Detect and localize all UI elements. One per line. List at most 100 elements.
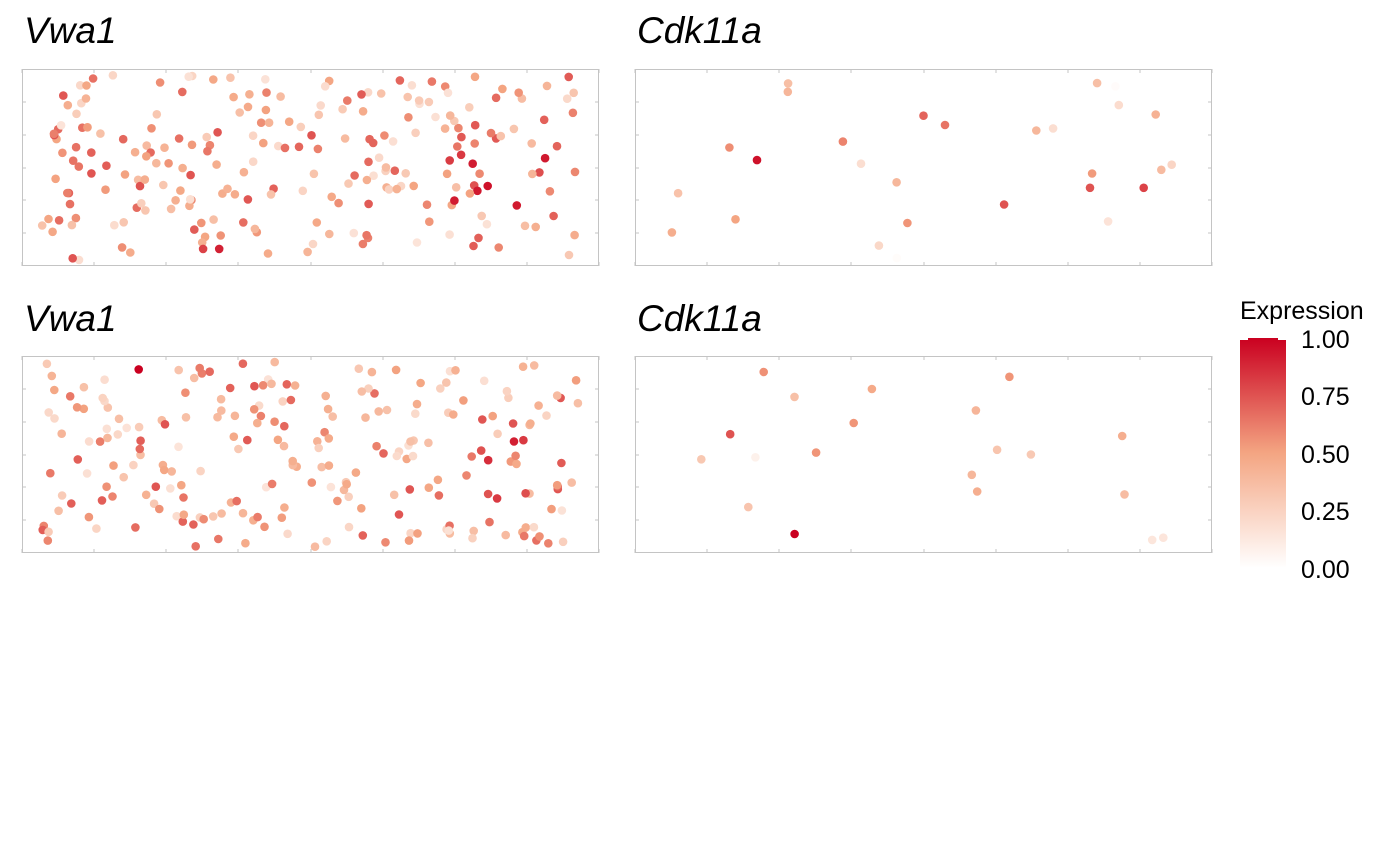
expression-point: [425, 217, 434, 226]
expression-point: [547, 504, 556, 514]
expression-point: [838, 137, 848, 146]
expression-point: [470, 72, 480, 82]
expression-point: [82, 469, 92, 478]
expression-point: [351, 468, 361, 477]
expression-point: [403, 92, 413, 102]
legend-label-5: 0.00: [1301, 556, 1350, 584]
expression-point: [120, 170, 130, 179]
expression-point: [103, 433, 112, 443]
expression-point: [442, 169, 452, 179]
expression-point: [940, 120, 950, 130]
expression-point: [972, 487, 982, 496]
expression-point: [178, 163, 187, 173]
expression-point: [84, 512, 94, 522]
expression-point: [135, 181, 145, 191]
expression-point: [783, 79, 793, 88]
expression-point: [267, 379, 276, 389]
expression-point: [569, 88, 578, 98]
expression-point: [477, 211, 487, 221]
legend-label-3: 0.50: [1301, 441, 1350, 469]
expression-point: [122, 423, 131, 433]
expression-point: [303, 247, 312, 257]
expression-point: [456, 150, 466, 160]
spatial-plot-vwa1-bottom: [21, 356, 600, 553]
expression-point: [203, 146, 212, 156]
expression-point: [118, 134, 128, 144]
expression-point: [44, 408, 53, 417]
expression-point: [119, 218, 128, 227]
expression-point: [725, 143, 734, 152]
expression-point: [214, 534, 223, 544]
expression-point: [140, 175, 150, 184]
expression-point: [102, 424, 112, 434]
legend-colorbar: [1240, 338, 1286, 568]
expression-point: [310, 542, 320, 551]
expression-point: [248, 157, 258, 166]
expression-point: [520, 221, 530, 231]
expression-point: [135, 444, 145, 454]
expression-point: [496, 131, 506, 141]
expression-point: [245, 90, 254, 99]
expression-point: [274, 141, 283, 151]
expression-point: [250, 381, 259, 391]
expression-point: [67, 499, 76, 508]
expression-point: [412, 399, 422, 409]
expression-point: [1026, 450, 1036, 459]
expression-point: [731, 215, 740, 224]
expression-point: [290, 381, 300, 390]
expression-point: [229, 92, 238, 102]
expression-point: [442, 378, 451, 387]
expression-point: [119, 472, 128, 482]
expression-point: [971, 406, 981, 415]
expression-point: [422, 200, 432, 209]
expression-point: [266, 190, 276, 199]
expression-point: [1151, 110, 1160, 119]
expression-point: [82, 81, 91, 90]
expression-point: [1120, 490, 1129, 499]
expression-point: [325, 229, 334, 239]
panel-title-1: Vwa1: [24, 10, 117, 51]
expression-point: [1005, 372, 1014, 382]
expression-point: [71, 142, 81, 152]
expression-point: [248, 131, 258, 140]
expression-point: [571, 376, 581, 385]
expression-point: [424, 97, 434, 107]
expression-point: [212, 160, 221, 169]
expression-point: [414, 96, 424, 105]
expression-point: [388, 137, 398, 146]
expression-point: [343, 96, 352, 105]
expression-point: [1085, 183, 1095, 193]
expression-point: [44, 214, 53, 224]
expression-point: [57, 491, 67, 500]
expression-point: [903, 218, 912, 228]
expression-point: [483, 455, 493, 465]
expression-point: [79, 404, 89, 414]
expression-point: [453, 142, 462, 151]
expression-point: [342, 479, 352, 489]
expression-point: [465, 189, 475, 198]
expression-point: [470, 120, 480, 130]
expression-point: [223, 184, 232, 194]
expression-point: [333, 496, 342, 506]
expression-point: [142, 141, 151, 150]
expression-point: [534, 401, 543, 410]
expression-point: [370, 389, 379, 398]
expression-point: [58, 148, 67, 158]
expression-point: [384, 185, 394, 194]
expression-point: [260, 522, 269, 532]
expression-point: [372, 441, 381, 451]
expression-point: [102, 161, 111, 170]
expression-point: [424, 438, 433, 448]
expression-point: [445, 156, 455, 165]
expression-point: [508, 419, 518, 428]
expression-point: [54, 216, 64, 225]
expression-point: [177, 480, 186, 490]
expression-point: [179, 510, 189, 519]
expression-point: [189, 520, 198, 529]
expression-point: [501, 530, 511, 540]
expression-point: [856, 159, 866, 168]
expression-point: [357, 90, 366, 99]
expression-point: [68, 254, 77, 263]
expression-point: [498, 84, 507, 94]
expression-point: [174, 442, 183, 452]
